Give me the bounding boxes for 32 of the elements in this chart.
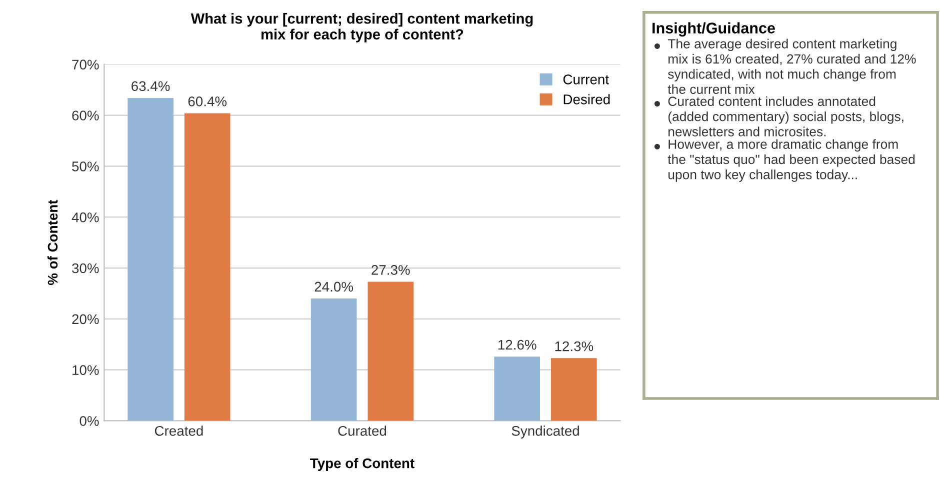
y-tick-label: 20% xyxy=(72,314,99,324)
y-tick-label: 0% xyxy=(80,416,99,426)
y-tick-label: 70% xyxy=(72,60,99,70)
y-tick-label: 60% xyxy=(72,110,99,120)
y-tick-label: 30% xyxy=(72,263,99,274)
bar xyxy=(310,298,357,421)
bar xyxy=(494,356,540,421)
x-axis-title: Type of Content xyxy=(310,458,414,471)
text: The average desired content marketing mix is 61% created, 27% curated and 12% syndicated, with not much change from the current mix xyxy=(668,38,916,94)
legend-label: Current xyxy=(563,74,609,84)
x-tick-label: Syndicated xyxy=(512,426,579,439)
y-tick-label: 10% xyxy=(72,365,99,376)
text: 12.6% xyxy=(498,340,536,350)
text: 24.0% xyxy=(314,282,354,292)
bar xyxy=(551,358,597,421)
text: 12.3% xyxy=(555,341,594,352)
text: Curated content includes annotated (added commentary) social posts, blogs, newsletters and microsites. xyxy=(668,96,904,136)
bar xyxy=(184,113,230,421)
x-tick-label: Created xyxy=(154,426,203,436)
bar xyxy=(128,98,174,421)
y-axis-title: % of Content xyxy=(47,200,58,286)
bar xyxy=(368,282,414,421)
text: However, a more dramatic change from the "status quo" had been expected based upon two key challenges today... xyxy=(668,139,915,182)
text: 63.4% xyxy=(132,81,170,92)
chart-title: What is your [current; desired] content marketing mix for each type of content? xyxy=(190,13,533,42)
x-tick-label: Curated xyxy=(338,426,386,436)
y-tick-label: 40% xyxy=(72,212,99,222)
text: 60.4% xyxy=(188,96,227,106)
y-tick-label: 50% xyxy=(72,162,99,172)
text: 27.3% xyxy=(372,265,410,275)
legend-label: Desired xyxy=(564,94,610,104)
text: Insight/Guidance xyxy=(652,22,775,37)
